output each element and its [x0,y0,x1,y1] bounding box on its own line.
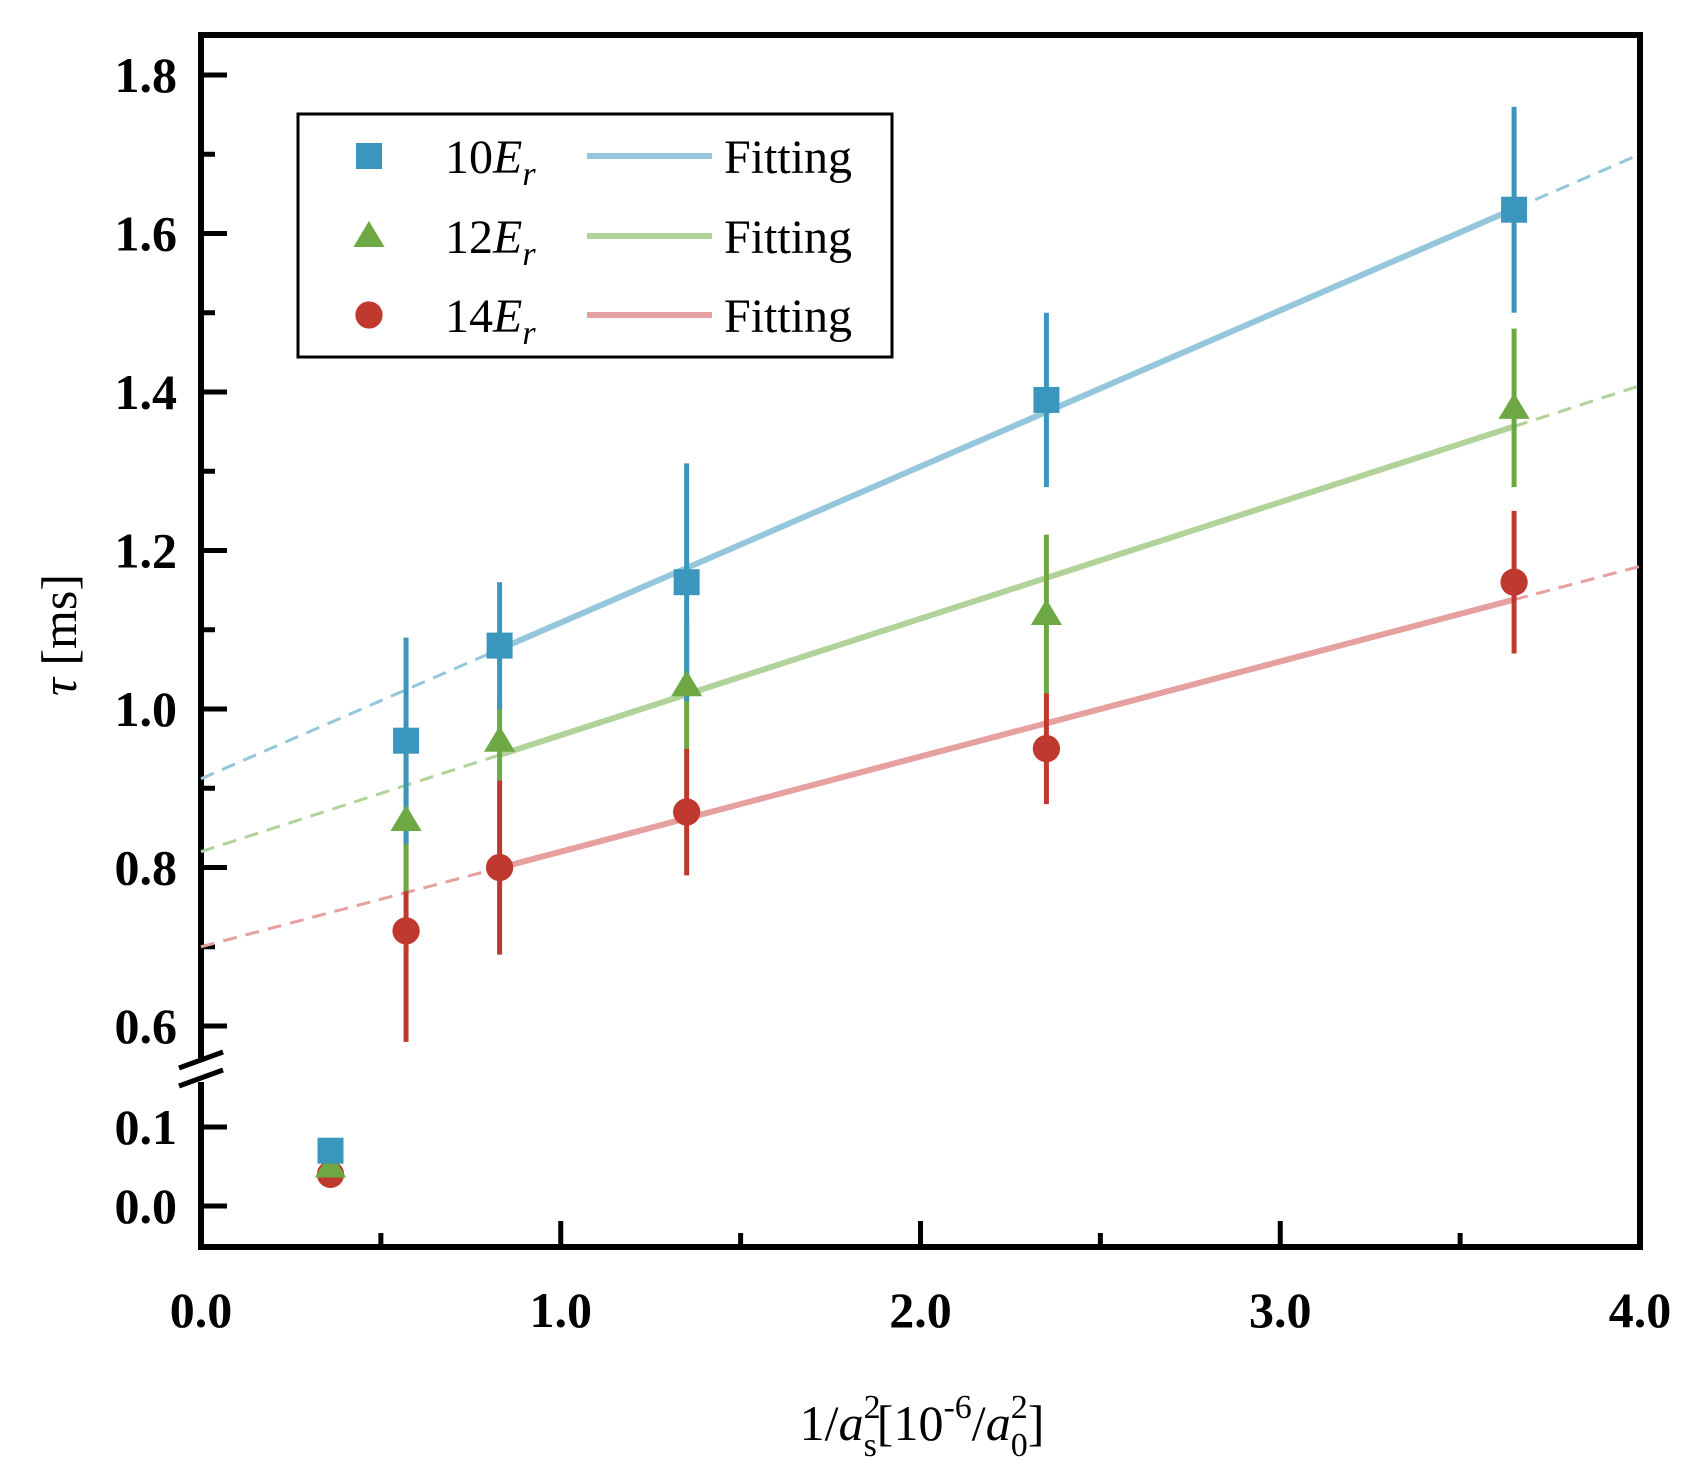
data-point-triangle [483,725,516,752]
legend-label-var: E [492,131,522,184]
legend-label: 10Er [445,131,536,193]
x-title-unit-sup: 2 [1011,1389,1028,1426]
fit-line [496,205,1518,653]
fit-line [496,423,1518,758]
y-tick-label: 1.8 [115,47,178,103]
fit-extrapolation-left [200,753,501,854]
data-point-triangle [390,805,422,831]
legend-label-var: E [492,211,522,264]
x-title-var: a [839,1395,864,1451]
legend-label: 14Er [445,290,536,352]
x-title-unit-var: a [986,1395,1011,1451]
data-point-circle [673,798,701,826]
data-point-square [673,569,700,596]
fit-extrapolation-right [1513,384,1641,428]
data-point-square [1033,386,1060,413]
legend-fit-label: Fitting [724,211,852,264]
y-tick-label: 0.1 [115,1099,178,1155]
legend-label-sub: r [522,156,536,193]
data-point-triangle [671,670,703,697]
x-title-exp: -6 [943,1389,971,1426]
y-axis-title: τ [ms] [31,574,87,696]
data-point-circle [485,853,514,882]
y-tick-label: 1.6 [115,206,178,262]
y-tick-label: 0.6 [115,998,178,1054]
data-point-square [393,727,420,754]
data-point-square [356,143,382,169]
fit-extrapolation-right [1513,152,1641,211]
data-point-circle [1500,568,1528,596]
legend-label-var: E [492,290,522,343]
axes: 0.6 0.8 1.0 1.2 1.4 1.6 1.8 0.0 0.1 0.0 1.0 2.0 3.0 4… [115,32,1672,1338]
x-tick-label: 0.0 [170,1282,233,1338]
x-tick-label: 1.0 [530,1282,593,1338]
x-title-bracket-open: [10 [877,1395,944,1451]
x-tick-label: 3.0 [1249,1282,1312,1338]
legend-fit-label: Fitting [724,131,852,184]
y-tick-label: 0.0 [115,1178,178,1234]
fit-line [496,596,1518,871]
x-title-prefix: 1/ [800,1395,839,1451]
x-title-var-sub: s [864,1427,877,1464]
data-point-circle [1032,734,1061,763]
x-tick-label: 4.0 [1609,1282,1672,1338]
x-title-slash: / [972,1395,986,1451]
legend-label-sub: r [522,315,536,352]
data-points [314,106,1530,1189]
x-title-bracket-close: ] [1028,1395,1045,1451]
y-tick-label: 1.0 [115,681,178,737]
x-title-unit-sub: 0 [1011,1427,1028,1464]
data-point-circle [392,917,420,945]
y-tick-label: 1.2 [115,523,178,579]
legend-label-number: 12 [445,211,493,264]
fit-extrapolation-left [200,647,501,781]
y-title-unit: [ms] [31,574,87,678]
fit-extrapolation-right [1513,564,1641,602]
axis-titles: 1/a2 s[10-6/a2 0]τ [ms] [31,574,1044,1464]
legend-label: 12Er [445,211,536,273]
data-point-square [1501,196,1528,223]
legend-label-sub: r [522,236,536,273]
y-tick-label: 1.4 [115,364,178,420]
data-point-triangle [353,221,385,248]
x-tick-label: 2.0 [889,1282,952,1338]
legend-label-number: 10 [445,131,493,184]
x-axis-title: 1/a2 s[10-6/a2 0] [800,1389,1045,1464]
data-point-triangle [1030,598,1063,625]
data-point-square [486,632,513,659]
legend-label-number: 14 [445,290,493,343]
x-title-var-sup: 2 [864,1389,881,1426]
data-point-square [317,1137,344,1164]
axis-break-mark [178,1067,224,1089]
y-title-var: τ [31,676,87,696]
legend-fit-label: Fitting [724,290,852,343]
axis-break-mark [178,1049,224,1071]
y-tick-label: 0.8 [115,840,178,896]
data-point-triangle [314,1151,347,1178]
data-point-circle [355,301,383,329]
data-point-triangle [1498,392,1530,419]
fit-lines [200,152,1641,949]
fit-extrapolation-left [200,866,500,949]
